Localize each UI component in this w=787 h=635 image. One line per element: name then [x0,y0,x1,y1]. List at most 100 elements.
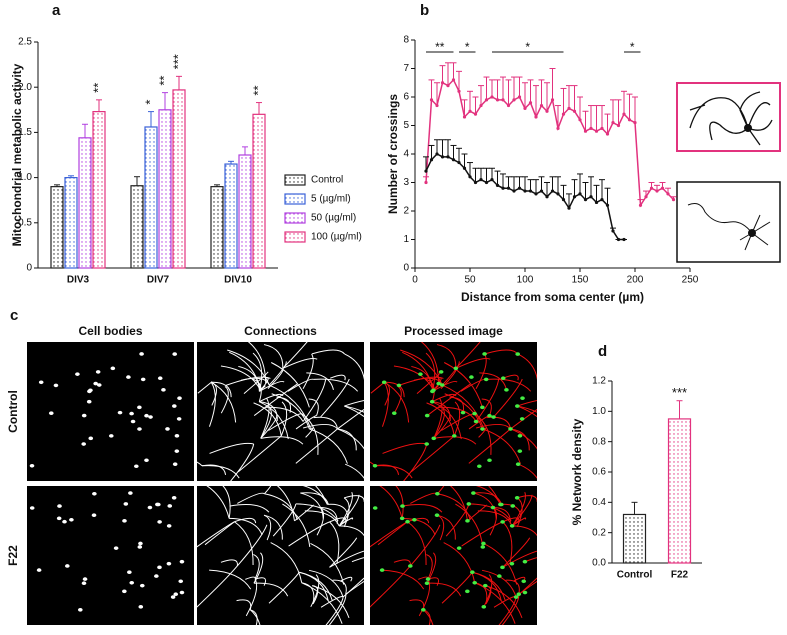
cell [405,519,410,524]
cell [166,524,172,528]
point [594,200,599,205]
neurite [344,400,364,407]
error-bar [604,187,611,206]
error-bar [439,65,446,83]
cell [167,504,173,508]
image-bg [197,342,364,481]
cell [499,502,504,507]
cell [122,519,127,523]
cell [480,545,486,549]
error-bar [549,176,556,192]
significance: *** [170,54,185,69]
cell [424,413,430,418]
error-bar [228,160,234,165]
point [506,186,511,190]
point [479,178,483,182]
neurite [253,383,298,416]
error-bar [588,176,594,197]
y-tick-label: 1.0 [592,406,606,417]
micrograph [197,342,364,481]
error-bar [434,139,440,154]
point [556,192,560,196]
point [429,158,434,162]
cell [400,504,405,508]
point [583,129,588,133]
neurite [230,443,255,481]
point [671,198,676,202]
cell [157,565,162,570]
bar [622,513,647,564]
neurite [473,492,502,505]
cell [93,381,98,386]
cell [172,352,178,356]
neurite [442,384,484,428]
image-content [29,352,182,469]
error-bar [533,179,539,194]
cell [157,520,162,524]
cell [91,513,97,517]
x-tick-label: 150 [572,275,589,286]
cell [453,366,459,371]
error-bar [632,96,638,123]
error-bar [423,156,429,172]
neurite [409,524,441,567]
neurite [295,428,338,464]
cell [95,370,101,374]
image-bg [27,342,194,481]
neurite [325,596,344,625]
point [484,180,489,185]
neurite [515,577,537,598]
error-bar [527,179,534,192]
neurite [327,503,349,518]
bar [224,163,238,269]
cell [509,524,515,528]
point [611,229,615,233]
neurite [253,554,260,580]
neurite [340,576,353,582]
cell [381,380,387,385]
error-bar [577,173,583,194]
error-bar [566,85,572,109]
neurite [351,557,364,563]
neurite [410,435,455,473]
cell [469,375,474,379]
point [622,237,626,242]
cell [482,583,488,588]
neurite [282,503,311,548]
neuron-sketch [689,91,773,146]
micrograph [370,342,537,481]
error-bar [478,85,484,106]
neurite [282,357,318,369]
cell [487,413,492,418]
error-bar [676,400,683,419]
cell [500,520,505,524]
y-tick-label: 0 [403,263,409,274]
error-bar [500,76,506,100]
error-bar [516,76,523,97]
neurite [503,374,519,381]
neurite [264,486,272,495]
cell [379,568,385,572]
neurite [344,495,364,503]
point [528,189,533,193]
cell [465,589,470,594]
cell [418,372,423,376]
cell [487,458,492,463]
neurite [312,585,319,604]
cell [122,589,127,594]
cell [137,427,142,431]
neurite [338,519,348,527]
point [440,155,445,159]
image-content [370,486,537,625]
point [451,78,456,82]
neurite [201,464,227,475]
neurite [443,542,476,583]
cell [36,568,42,572]
neurite [253,582,289,597]
x-tick-label: 200 [627,275,644,286]
neurite [344,405,364,413]
neurite [438,406,477,422]
point [468,109,472,113]
neurite [370,565,411,608]
bar [78,137,92,269]
